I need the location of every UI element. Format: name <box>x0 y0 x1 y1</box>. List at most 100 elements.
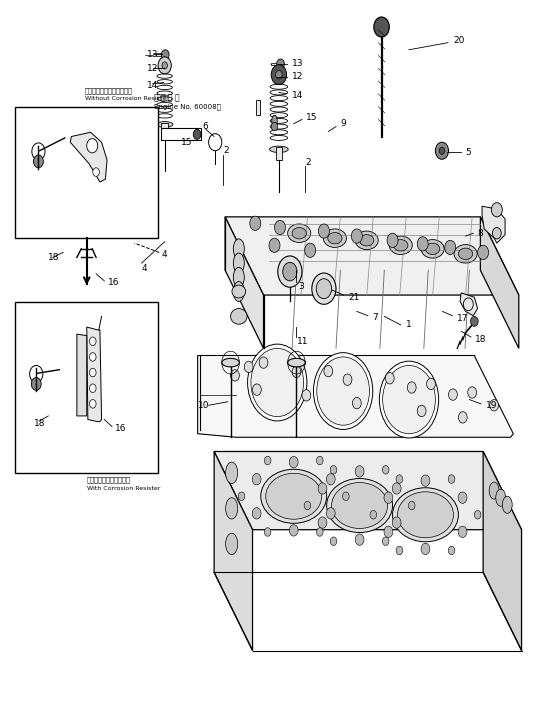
Text: 2: 2 <box>305 158 311 166</box>
Circle shape <box>317 357 369 425</box>
Text: 10: 10 <box>198 401 209 410</box>
Ellipse shape <box>288 224 311 242</box>
Circle shape <box>382 537 389 545</box>
Circle shape <box>274 220 285 235</box>
Ellipse shape <box>332 483 388 528</box>
Circle shape <box>327 508 335 519</box>
Ellipse shape <box>458 248 473 260</box>
Circle shape <box>271 65 287 85</box>
Circle shape <box>89 368 96 377</box>
Circle shape <box>385 373 394 384</box>
Text: 6: 6 <box>202 122 208 131</box>
Polygon shape <box>214 451 522 530</box>
Text: 16: 16 <box>115 424 127 433</box>
Ellipse shape <box>222 358 239 367</box>
Circle shape <box>253 384 261 395</box>
Circle shape <box>427 378 435 390</box>
Circle shape <box>277 59 284 69</box>
Circle shape <box>276 70 282 79</box>
Ellipse shape <box>288 358 305 367</box>
Circle shape <box>408 501 415 510</box>
Ellipse shape <box>502 496 512 513</box>
Text: 12: 12 <box>147 64 158 73</box>
Circle shape <box>330 537 337 545</box>
Circle shape <box>383 365 435 434</box>
Circle shape <box>302 390 311 401</box>
Circle shape <box>421 543 430 555</box>
Circle shape <box>374 17 389 37</box>
Circle shape <box>292 366 301 378</box>
Circle shape <box>448 546 455 555</box>
Polygon shape <box>198 356 513 437</box>
Text: コロージョンレジスタ付: コロージョンレジスタ付 <box>87 476 131 483</box>
Circle shape <box>89 337 96 346</box>
Ellipse shape <box>231 309 247 324</box>
Circle shape <box>289 525 298 536</box>
Circle shape <box>318 483 327 494</box>
Ellipse shape <box>389 236 412 255</box>
Circle shape <box>478 245 489 260</box>
Circle shape <box>445 240 456 255</box>
Circle shape <box>248 344 307 421</box>
Text: 7: 7 <box>372 314 378 322</box>
Ellipse shape <box>226 533 238 555</box>
Text: 14: 14 <box>147 81 158 90</box>
Circle shape <box>31 378 41 390</box>
Circle shape <box>490 400 498 411</box>
Circle shape <box>492 228 501 239</box>
Ellipse shape <box>394 240 408 251</box>
Circle shape <box>33 155 43 168</box>
Ellipse shape <box>397 492 453 538</box>
Bar <box>156 53 164 56</box>
Text: 19: 19 <box>486 401 497 410</box>
Circle shape <box>352 397 361 409</box>
Circle shape <box>89 384 96 392</box>
Ellipse shape <box>226 462 238 483</box>
Circle shape <box>316 279 332 299</box>
Polygon shape <box>214 451 253 651</box>
Bar <box>15 107 158 238</box>
Circle shape <box>327 474 335 485</box>
Circle shape <box>355 534 364 545</box>
Circle shape <box>193 129 201 139</box>
Polygon shape <box>225 217 264 348</box>
Bar <box>15 302 158 473</box>
Circle shape <box>468 387 477 398</box>
Text: 適 用 号 等: 適 用 号 等 <box>154 94 180 102</box>
Ellipse shape <box>454 245 477 263</box>
Circle shape <box>387 233 398 247</box>
Circle shape <box>252 474 261 485</box>
Ellipse shape <box>233 267 244 287</box>
Text: 13: 13 <box>292 60 304 68</box>
Text: 18: 18 <box>48 253 60 262</box>
Ellipse shape <box>323 229 346 247</box>
Text: 5: 5 <box>466 148 471 156</box>
Circle shape <box>313 353 373 429</box>
Polygon shape <box>87 327 102 422</box>
Ellipse shape <box>327 479 393 533</box>
Circle shape <box>289 456 298 468</box>
Text: With Corrosion Resister: With Corrosion Resister <box>87 486 160 491</box>
Text: 4: 4 <box>142 264 147 272</box>
Text: 2: 2 <box>223 146 229 155</box>
Ellipse shape <box>355 231 378 250</box>
Polygon shape <box>77 334 87 416</box>
Polygon shape <box>225 217 519 295</box>
Polygon shape <box>483 451 522 651</box>
Ellipse shape <box>393 488 458 542</box>
Polygon shape <box>480 217 519 348</box>
Circle shape <box>393 483 401 494</box>
Circle shape <box>231 370 239 381</box>
Bar <box>276 147 282 160</box>
Circle shape <box>312 273 336 304</box>
Circle shape <box>278 256 302 287</box>
Ellipse shape <box>233 282 244 301</box>
Ellipse shape <box>261 469 327 523</box>
Circle shape <box>458 492 467 503</box>
Circle shape <box>318 517 327 528</box>
Bar <box>256 100 260 115</box>
Circle shape <box>435 142 449 159</box>
Text: 14: 14 <box>292 91 304 100</box>
Text: 15: 15 <box>306 113 318 122</box>
Circle shape <box>324 365 333 377</box>
